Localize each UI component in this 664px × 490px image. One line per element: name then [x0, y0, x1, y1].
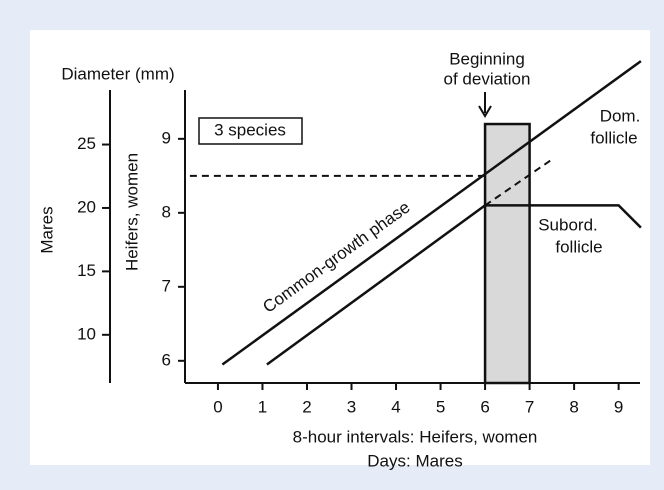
x-tick-label: 6 — [480, 397, 489, 416]
annotation: Subord. — [538, 215, 598, 234]
x-tick-label: 1 — [258, 397, 267, 416]
x-axis-label: Days: Mares — [367, 451, 462, 470]
annotation-box — [198, 117, 303, 145]
follicle-line — [266, 204, 642, 366]
annotation: Dom. — [600, 106, 641, 125]
y-tick-label: 6 — [162, 350, 171, 369]
x-tick-label: 0 — [213, 397, 222, 416]
x-tick-label: 2 — [302, 397, 311, 416]
y-tick-label: 9 — [162, 128, 171, 147]
x-tick-label: 4 — [391, 397, 400, 416]
y2-tick-label: 10 — [77, 324, 96, 343]
y2-title: Diameter (mm) — [61, 64, 174, 83]
y2-axis-label: Mares — [37, 206, 56, 253]
y-axis-label: Heifers, women — [122, 153, 141, 271]
x-tick-label: 8 — [569, 397, 578, 416]
x-tick-label: 3 — [347, 397, 356, 416]
y2-tick-label: 15 — [77, 261, 96, 280]
annotation: follicle — [590, 128, 637, 147]
projection-line — [484, 158, 553, 207]
arrow-head — [478, 105, 492, 118]
x-axis-label: 8-hour intervals: Heifers, women — [293, 427, 538, 446]
annotation: follicle — [555, 237, 602, 256]
deviation-band — [483, 122, 531, 385]
annotation: of deviation — [444, 69, 531, 88]
y2-tick-label: 20 — [77, 197, 96, 216]
x-tick-label: 5 — [436, 397, 445, 416]
x-tick-label: 7 — [525, 397, 534, 416]
y2-tick-label: 25 — [77, 134, 96, 153]
annotation: 3 species — [214, 120, 286, 139]
panel — [30, 30, 650, 465]
y-tick-label: 8 — [162, 202, 171, 221]
y-tick-label: 7 — [162, 276, 171, 295]
follicle-line — [221, 60, 642, 366]
annotation: Beginning — [449, 49, 525, 68]
x-tick-label: 9 — [614, 397, 623, 416]
